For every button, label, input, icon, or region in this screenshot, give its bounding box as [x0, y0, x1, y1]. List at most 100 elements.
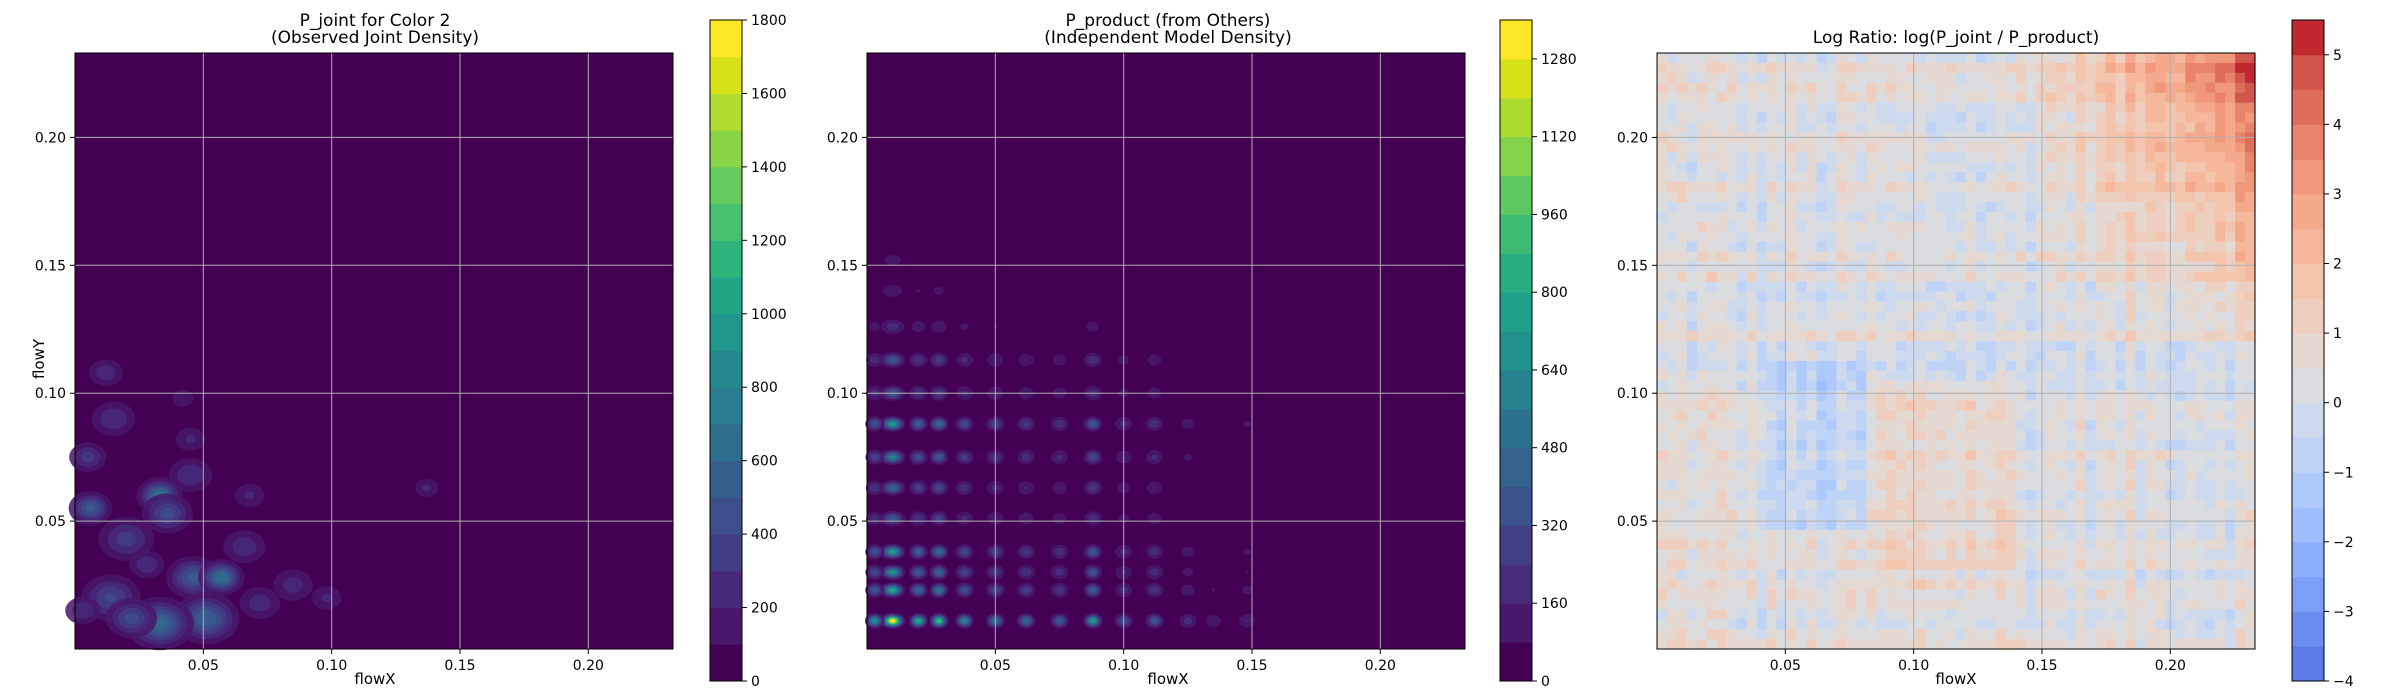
x-tick-label: 0.15 [1236, 658, 1267, 674]
ratio-cell [2005, 460, 2017, 471]
ratio-cell [1706, 470, 1718, 481]
ratio-cell [2205, 271, 2216, 283]
ratio-cell [1995, 231, 2007, 243]
ratio-cell [1906, 351, 1917, 362]
ratio-cell [2235, 351, 2246, 362]
ratio-cell [1906, 420, 1917, 432]
ratio-cell [2095, 430, 2107, 441]
ratio-cell [2095, 450, 2107, 461]
ratio-cell [1985, 251, 1997, 263]
ratio-cell [1916, 559, 1927, 571]
ratio-cell [2085, 629, 2097, 640]
ratio-cell [1676, 589, 1688, 600]
ratio-cell [1746, 192, 1758, 203]
ratio-cell [2115, 82, 2127, 94]
ratio-cell [1696, 480, 1708, 491]
ratio-cell [1916, 182, 1927, 193]
ratio-cell [2145, 619, 2156, 630]
ratio-cell [2245, 53, 2256, 64]
ratio-cell [1886, 291, 1897, 302]
ratio-cell [1806, 569, 1818, 581]
ratio-cell [2085, 351, 2097, 362]
ratio-cell [1756, 519, 1768, 531]
ratio-cell [2065, 341, 2077, 352]
ratio-cell [1676, 400, 1688, 412]
ratio-cell [1995, 221, 2007, 233]
ratio-cell [1946, 221, 1957, 233]
ratio-cell [2245, 122, 2256, 134]
ratio-cell [1806, 53, 1818, 64]
ratio-cell [2065, 311, 2077, 322]
ratio-cell [2015, 202, 2027, 213]
ratio-cell [2005, 599, 2017, 610]
ratio-cell [1995, 619, 2007, 630]
ratio-cell [1676, 470, 1688, 481]
product-contour [962, 550, 967, 554]
ratio-cell [2025, 639, 2037, 650]
ratio-cell [2045, 351, 2057, 362]
ratio-cell [2185, 629, 2196, 640]
ratio-cell [2095, 390, 2107, 402]
ratio-cell [1806, 112, 1818, 124]
ratio-cell [2235, 72, 2246, 84]
ratio-cell [2025, 351, 2037, 362]
ratio-cell [1696, 529, 1708, 541]
ratio-cell [2225, 490, 2236, 501]
ratio-cell [1766, 599, 1778, 610]
ratio-cell [1846, 92, 1857, 104]
ratio-cell [2135, 619, 2146, 630]
ratio-cell [1706, 62, 1718, 74]
x-tick-label: 0.05 [980, 658, 1011, 674]
ratio-cell [1766, 122, 1778, 134]
plot-background [75, 53, 673, 649]
ratio-cell [1886, 152, 1897, 163]
ratio-cell [1956, 231, 1967, 243]
ratio-cell [1726, 579, 1738, 590]
product-cell [1083, 612, 1103, 629]
ratio-cell [2105, 202, 2117, 213]
ratio-cell [2015, 539, 2027, 551]
ratio-cell [1696, 351, 1708, 362]
ratio-cell [1956, 351, 1967, 362]
ratio-cell [1746, 152, 1758, 163]
ratio-cell [2085, 53, 2097, 64]
product-contour [917, 358, 920, 361]
ratio-cell [2125, 261, 2136, 273]
ratio-cell [2005, 639, 2017, 650]
ratio-cell [1657, 380, 1668, 392]
ratio-cell [1916, 341, 1927, 352]
ratio-cell [2155, 360, 2166, 372]
ratio-cell [2065, 72, 2077, 84]
ratio-cell [1686, 271, 1698, 283]
ratio-cell [2185, 549, 2196, 561]
ratio-cell [1766, 231, 1778, 243]
ratio-cell [2085, 490, 2097, 501]
ratio-cell [1985, 390, 1997, 402]
ratio-cell [1946, 142, 1957, 153]
ratio-cell [1936, 301, 1947, 312]
ratio-cell [2195, 500, 2206, 511]
ratio-cell [2185, 172, 2196, 183]
ratio-cell [1916, 211, 1927, 223]
ratio-cell [2215, 420, 2226, 432]
ratio-cell [1965, 261, 1977, 273]
ratio-cell [1796, 629, 1808, 640]
ratio-cell [2105, 72, 2117, 84]
ratio-cell [1876, 241, 1887, 253]
ratio-cell [1746, 629, 1758, 640]
ratio-cell [1786, 559, 1798, 571]
ratio-cell [1975, 82, 1987, 94]
ratio-cell [1866, 460, 1877, 471]
ratio-cell [2155, 559, 2166, 571]
ratio-cell [2085, 301, 2097, 312]
ratio-cell [2215, 92, 2226, 104]
ratio-cell [2135, 509, 2146, 521]
ratio-cell [2185, 639, 2196, 650]
ratio-cell [1886, 162, 1897, 173]
ratio-cell [2095, 311, 2107, 322]
ratio-cell [1796, 589, 1808, 600]
ratio-cell [1776, 629, 1788, 640]
ratio-cell [1836, 529, 1847, 541]
ratio-cell [2025, 281, 2037, 292]
ratio-cell [2245, 529, 2256, 541]
